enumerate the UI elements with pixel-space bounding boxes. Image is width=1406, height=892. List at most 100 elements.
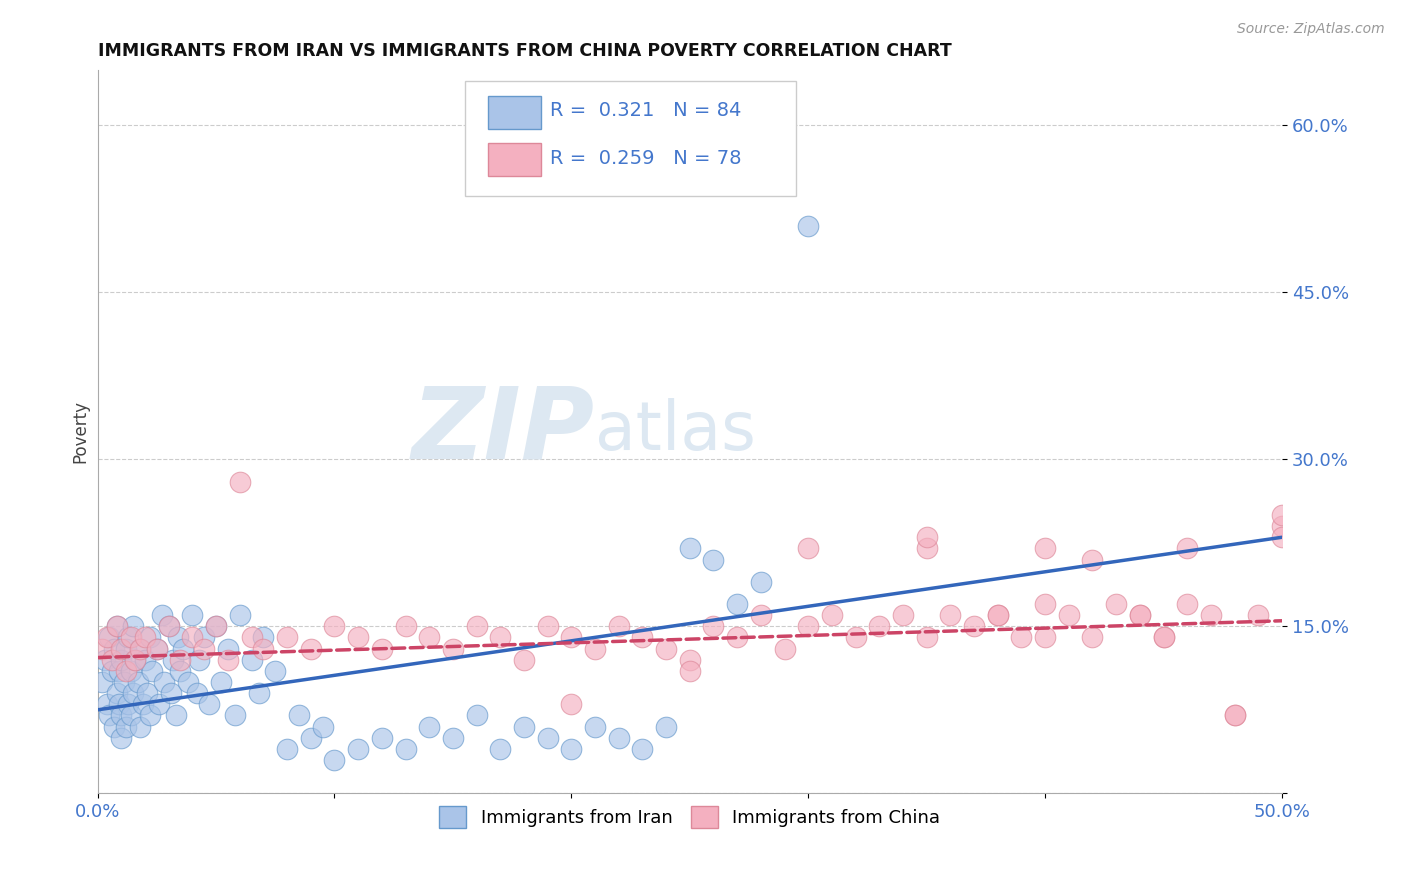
- Point: [136, 686, 159, 700]
- Point: [1175, 541, 1198, 556]
- Point: [797, 219, 820, 233]
- Point: [749, 574, 772, 589]
- Point: [1271, 508, 1294, 522]
- Point: [1223, 708, 1246, 723]
- Point: [120, 631, 142, 645]
- Point: [186, 686, 208, 700]
- Point: [217, 653, 239, 667]
- FancyBboxPatch shape: [465, 80, 796, 196]
- Point: [101, 653, 124, 667]
- Point: [169, 664, 191, 678]
- Point: [915, 631, 938, 645]
- Point: [146, 641, 169, 656]
- Point: [583, 641, 606, 656]
- Point: [115, 641, 138, 656]
- Point: [240, 631, 263, 645]
- Point: [153, 675, 176, 690]
- Point: [513, 720, 536, 734]
- Point: [127, 675, 149, 690]
- Point: [252, 641, 274, 656]
- Point: [1199, 608, 1222, 623]
- Point: [101, 664, 124, 678]
- Point: [103, 641, 125, 656]
- Point: [134, 653, 156, 667]
- Point: [181, 608, 204, 623]
- Point: [205, 619, 228, 633]
- Point: [797, 541, 820, 556]
- Point: [560, 741, 582, 756]
- Point: [1129, 608, 1152, 623]
- Point: [96, 631, 118, 645]
- Point: [607, 619, 630, 633]
- Point: [108, 664, 131, 678]
- Point: [1033, 597, 1056, 611]
- Point: [987, 608, 1010, 623]
- FancyBboxPatch shape: [488, 143, 540, 176]
- Point: [188, 653, 211, 667]
- Point: [91, 675, 114, 690]
- Point: [489, 741, 512, 756]
- Point: [441, 641, 464, 656]
- Point: [217, 641, 239, 656]
- Point: [124, 653, 146, 667]
- Point: [193, 631, 215, 645]
- Text: atlas: atlas: [595, 399, 756, 465]
- Point: [465, 708, 488, 723]
- Point: [394, 741, 416, 756]
- Point: [167, 631, 190, 645]
- Point: [679, 653, 702, 667]
- Text: Source: ZipAtlas.com: Source: ZipAtlas.com: [1237, 22, 1385, 37]
- Point: [868, 619, 890, 633]
- Point: [93, 653, 115, 667]
- Point: [110, 653, 132, 667]
- Point: [288, 708, 311, 723]
- Point: [311, 720, 333, 734]
- Point: [963, 619, 986, 633]
- Point: [228, 608, 250, 623]
- Point: [1129, 608, 1152, 623]
- Point: [105, 619, 128, 633]
- Point: [91, 641, 114, 656]
- Point: [1033, 541, 1056, 556]
- Legend: Immigrants from Iran, Immigrants from China: Immigrants from Iran, Immigrants from Ch…: [432, 798, 948, 835]
- Point: [845, 631, 868, 645]
- Point: [141, 664, 163, 678]
- Point: [299, 731, 322, 745]
- Text: ZIP: ZIP: [412, 383, 595, 480]
- Point: [1153, 631, 1175, 645]
- Point: [773, 641, 796, 656]
- Point: [157, 619, 180, 633]
- Point: [117, 631, 139, 645]
- Point: [124, 653, 146, 667]
- Point: [418, 720, 440, 734]
- Point: [252, 631, 274, 645]
- Point: [323, 753, 346, 767]
- Point: [441, 731, 464, 745]
- Point: [299, 641, 322, 656]
- Point: [122, 686, 145, 700]
- Point: [1175, 597, 1198, 611]
- Point: [105, 619, 128, 633]
- Point: [165, 708, 187, 723]
- Point: [1033, 631, 1056, 645]
- Point: [1247, 608, 1270, 623]
- Point: [655, 641, 678, 656]
- Point: [115, 664, 138, 678]
- Point: [537, 731, 560, 745]
- Y-axis label: Poverty: Poverty: [72, 400, 89, 463]
- Point: [209, 675, 232, 690]
- Point: [489, 631, 512, 645]
- Point: [105, 686, 128, 700]
- Point: [560, 631, 582, 645]
- Point: [228, 475, 250, 489]
- FancyBboxPatch shape: [488, 95, 540, 129]
- Point: [110, 641, 132, 656]
- Point: [347, 631, 370, 645]
- Point: [129, 641, 152, 656]
- Point: [631, 631, 654, 645]
- Text: IMMIGRANTS FROM IRAN VS IMMIGRANTS FROM CHINA POVERTY CORRELATION CHART: IMMIGRANTS FROM IRAN VS IMMIGRANTS FROM …: [97, 42, 952, 60]
- Point: [560, 698, 582, 712]
- Point: [323, 619, 346, 633]
- Point: [1271, 530, 1294, 544]
- Point: [987, 608, 1010, 623]
